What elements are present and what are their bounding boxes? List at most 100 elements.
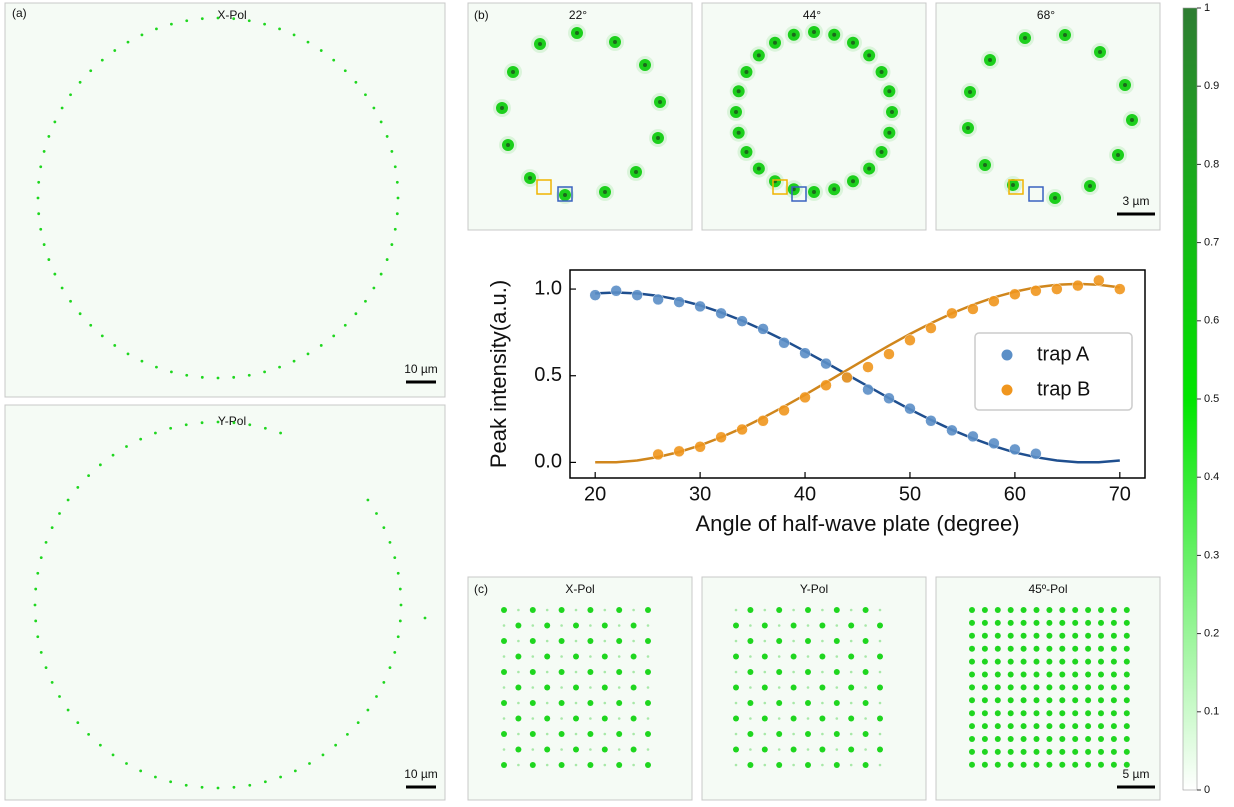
spot bbox=[364, 299, 367, 303]
spot bbox=[306, 352, 310, 356]
spot bbox=[821, 763, 824, 767]
image-title: X-Pol bbox=[565, 582, 594, 596]
spot bbox=[423, 616, 427, 620]
spot bbox=[645, 731, 651, 737]
spot bbox=[319, 344, 323, 347]
spot bbox=[169, 426, 173, 430]
spot bbox=[1046, 697, 1053, 704]
spot bbox=[877, 622, 883, 629]
spot bbox=[1072, 684, 1079, 691]
x-axis-label: Angle of half-wave plate (degree) bbox=[695, 511, 1019, 536]
spot bbox=[1007, 632, 1014, 639]
spot bbox=[89, 323, 93, 327]
spot bbox=[981, 710, 988, 717]
spot bbox=[343, 323, 347, 327]
spot bbox=[589, 655, 592, 658]
spot bbox=[878, 701, 882, 705]
spot bbox=[835, 748, 839, 751]
data-point bbox=[1072, 279, 1084, 292]
data-point bbox=[799, 391, 811, 404]
spot bbox=[1020, 684, 1027, 691]
spot bbox=[776, 731, 783, 737]
x-tick-label: 40 bbox=[794, 483, 816, 505]
spot bbox=[601, 653, 608, 660]
core bbox=[736, 130, 741, 135]
spot bbox=[558, 731, 565, 737]
spot bbox=[248, 783, 252, 787]
spot bbox=[1085, 697, 1092, 704]
spot bbox=[1033, 684, 1040, 691]
spot bbox=[1085, 736, 1092, 742]
core bbox=[879, 70, 884, 74]
spot bbox=[1059, 645, 1066, 652]
spot bbox=[1033, 658, 1040, 665]
spot bbox=[1123, 671, 1130, 678]
spot bbox=[862, 731, 869, 737]
spot bbox=[393, 556, 397, 560]
spot bbox=[776, 607, 783, 613]
spot bbox=[366, 708, 370, 712]
spot bbox=[747, 638, 754, 644]
spot bbox=[1007, 619, 1014, 626]
spot bbox=[560, 655, 563, 658]
data-point bbox=[1009, 443, 1021, 456]
spot bbox=[66, 498, 70, 502]
spot bbox=[558, 607, 565, 613]
spot bbox=[1007, 607, 1014, 613]
spot bbox=[1085, 607, 1092, 613]
spot bbox=[1046, 671, 1053, 678]
spot bbox=[761, 653, 768, 660]
spot bbox=[862, 762, 869, 768]
spot bbox=[734, 639, 738, 643]
spot bbox=[601, 715, 608, 722]
spot bbox=[589, 686, 592, 689]
spot bbox=[1110, 736, 1117, 742]
data-point bbox=[589, 289, 601, 301]
spot bbox=[169, 780, 173, 784]
spot bbox=[185, 373, 189, 377]
spot bbox=[399, 603, 403, 607]
colorbar-tick-label: 1 bbox=[1204, 2, 1210, 14]
spot bbox=[558, 669, 565, 675]
core bbox=[634, 170, 638, 174]
spot bbox=[574, 670, 578, 674]
spot bbox=[849, 639, 853, 643]
spot bbox=[617, 748, 621, 751]
core bbox=[744, 70, 749, 74]
core bbox=[851, 40, 855, 45]
spot bbox=[589, 748, 592, 751]
spot bbox=[1072, 671, 1079, 678]
spot bbox=[969, 761, 975, 768]
core bbox=[528, 176, 532, 180]
spot bbox=[263, 780, 267, 784]
spot bbox=[388, 541, 392, 544]
core bbox=[887, 130, 892, 135]
spot bbox=[278, 27, 281, 31]
y-tick-label: 0.5 bbox=[534, 364, 562, 386]
spot bbox=[531, 717, 535, 720]
spot bbox=[734, 670, 738, 674]
data-point bbox=[652, 293, 664, 306]
spot bbox=[862, 638, 869, 644]
spot bbox=[200, 375, 204, 379]
spot bbox=[1072, 658, 1079, 665]
spot bbox=[645, 700, 651, 706]
spot bbox=[111, 753, 115, 757]
spot bbox=[573, 715, 579, 722]
spot bbox=[833, 731, 840, 737]
spot bbox=[125, 445, 128, 448]
y-tick-label: 1.0 bbox=[534, 277, 562, 299]
spot bbox=[981, 684, 988, 691]
spot bbox=[573, 622, 579, 629]
spot bbox=[790, 653, 797, 660]
spot bbox=[833, 607, 840, 613]
spot bbox=[994, 671, 1001, 678]
spot bbox=[761, 746, 768, 753]
spot bbox=[1020, 607, 1027, 613]
spot bbox=[76, 721, 80, 725]
spot bbox=[848, 684, 855, 691]
spot bbox=[356, 721, 360, 725]
spot bbox=[1085, 723, 1092, 730]
spot bbox=[1020, 645, 1027, 652]
data-point bbox=[925, 322, 937, 334]
